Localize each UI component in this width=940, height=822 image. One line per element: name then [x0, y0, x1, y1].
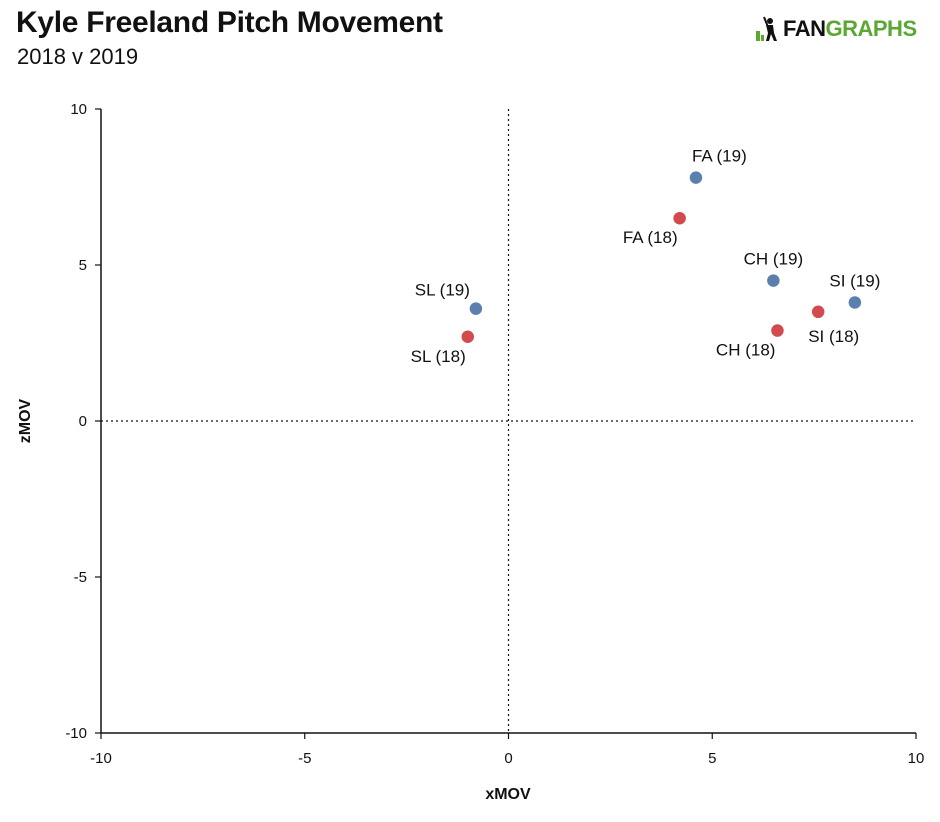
ticks: -10 -5 0 5 10 10 5 0 -5 -10 — [65, 101, 924, 767]
axes — [100, 109, 916, 734]
x-tick-label: -10 — [90, 750, 112, 767]
data-point — [671, 210, 688, 226]
y-tick-label: 10 — [70, 101, 87, 118]
x-tick-label: 0 — [504, 750, 512, 767]
data-points — [460, 169, 863, 345]
data-point — [688, 169, 704, 186]
data-point — [769, 322, 786, 339]
y-tick-label: -5 — [74, 569, 87, 586]
x-tick-label: 10 — [908, 750, 925, 767]
data-label: FA (19) — [692, 147, 747, 166]
data-label: CH (19) — [744, 250, 804, 269]
fangraphs-logo: FAN GRAPHS — [754, 14, 917, 44]
data-point — [468, 300, 484, 317]
data-point — [847, 294, 863, 311]
y-axis-title: zMOV — [17, 398, 34, 443]
x-tick-label: 5 — [708, 750, 716, 767]
batter-icon — [756, 16, 777, 41]
data-label: SI (18) — [808, 327, 859, 346]
data-point — [460, 329, 476, 345]
y-tick-label: 5 — [79, 257, 87, 274]
data-label: SL (18) — [411, 347, 466, 366]
y-tick-label: 0 — [79, 413, 87, 430]
x-tick-label: -5 — [298, 750, 311, 767]
data-label: CH (18) — [716, 341, 776, 360]
data-point — [810, 304, 826, 320]
x-axis-title: xMOV — [485, 786, 531, 803]
chart-title: Kyle Freeland Pitch Movement — [16, 6, 443, 39]
y-tick-label: -10 — [65, 725, 87, 742]
data-label: SL (19) — [415, 281, 470, 300]
data-label: SI (19) — [829, 271, 880, 290]
logo-fan-text: FAN — [783, 16, 826, 41]
data-labels: FA (19) FA (18) CH (19) SI (19) SL (19) SI (1… — [411, 147, 881, 366]
data-label: FA (18) — [623, 228, 678, 247]
data-point — [765, 272, 782, 289]
logo-graphs-text: GRAPHS — [825, 16, 918, 41]
chart-subtitle: 2018 v 2019 — [17, 44, 139, 69]
